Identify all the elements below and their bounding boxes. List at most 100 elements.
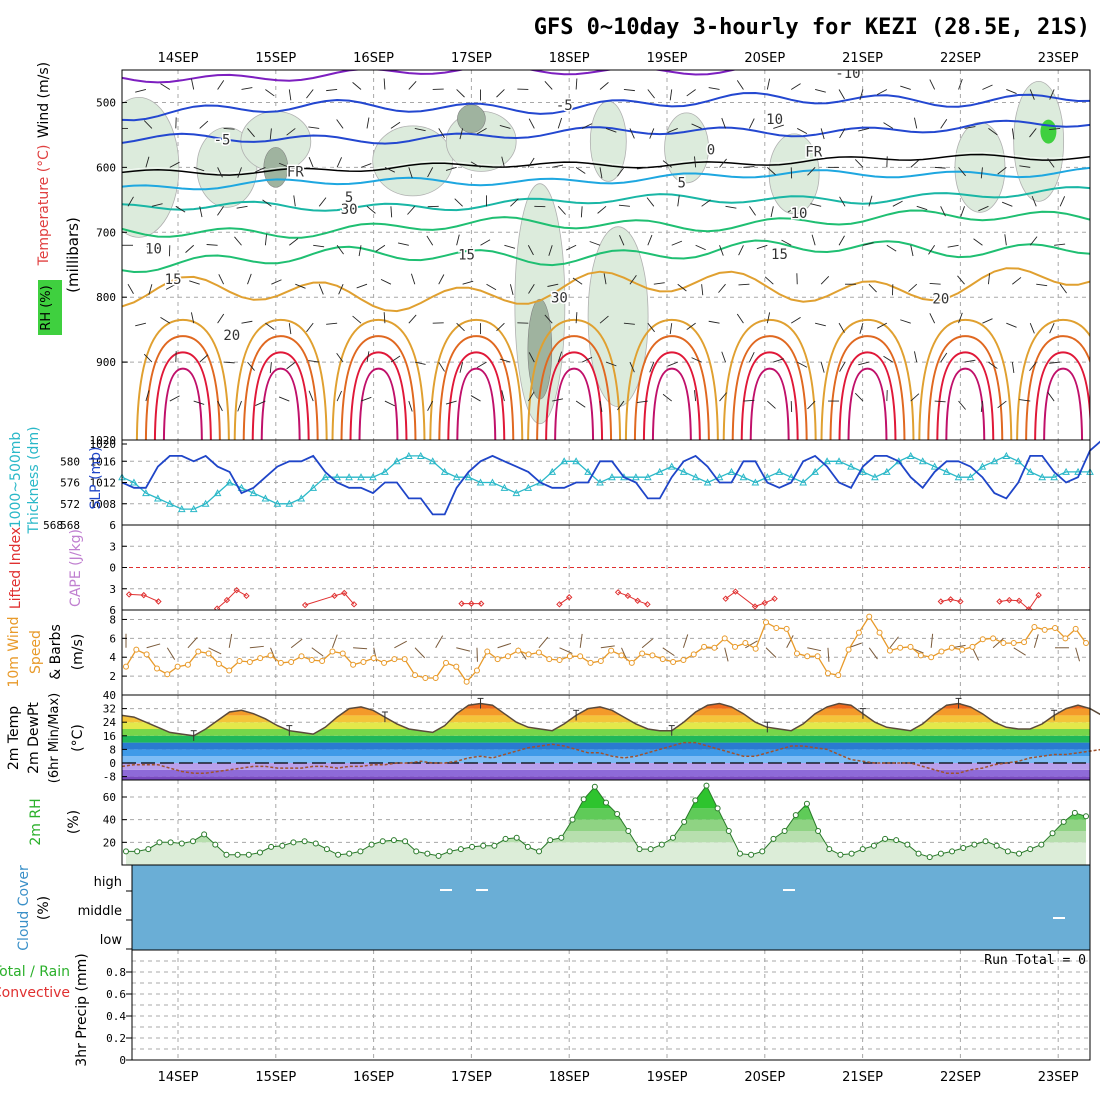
surface-wind-barb	[765, 647, 777, 658]
rh-band	[126, 831, 1086, 843]
wind-speed-marker	[897, 644, 904, 651]
li-marker	[233, 586, 240, 594]
warm-contour	[1016, 318, 1090, 440]
wind-barb	[770, 206, 774, 218]
wind-barb	[145, 156, 150, 168]
thickness-marker	[978, 462, 987, 470]
rh-legend-swatch	[38, 280, 62, 335]
thickness-marker	[954, 473, 963, 481]
thickness-marker	[261, 494, 270, 502]
wind-barb	[384, 166, 395, 173]
wind-barb	[589, 241, 601, 246]
warm-contour	[722, 318, 817, 440]
rh-marker	[513, 834, 520, 841]
rh-marker	[591, 783, 598, 790]
wind-barb	[868, 283, 877, 293]
wind-barb	[605, 127, 617, 133]
warm-contour	[260, 367, 301, 440]
wind-speed-marker	[1041, 626, 1048, 633]
wind-barb	[695, 244, 706, 251]
bottom-date-label: 20SEP	[744, 1070, 785, 1085]
wind-speed-marker	[752, 645, 759, 652]
rh-marker	[413, 848, 420, 855]
rh-marker	[145, 846, 152, 853]
wind-barb	[295, 283, 306, 289]
wind-speed-marker	[133, 646, 140, 653]
wind-barb	[1049, 89, 1055, 100]
bottom-date-label: 23SEP	[1038, 1070, 1079, 1085]
contour-label: 20	[932, 292, 949, 308]
warm-contour	[358, 367, 399, 440]
pressure-tick-label: 600	[96, 161, 116, 174]
wind-barb	[206, 244, 218, 246]
surface-wind-barb	[331, 634, 338, 648]
rh-marker	[1027, 846, 1034, 853]
wind-speed-marker	[329, 648, 336, 655]
pressure-axis-label: (millibars)	[64, 217, 82, 293]
li-marker	[1025, 606, 1033, 610]
wind-barb	[234, 236, 242, 246]
warm-contour	[429, 318, 524, 440]
wind-barb	[1029, 89, 1035, 100]
rh-marker	[134, 848, 141, 855]
thickness-marker	[811, 467, 819, 475]
wind-barb	[286, 361, 296, 370]
wind-speed-marker	[866, 613, 873, 620]
rh-shading	[122, 96, 180, 238]
li-marker	[243, 592, 250, 600]
rh-marker	[569, 816, 576, 823]
wind-barb	[958, 400, 966, 410]
wind-barb	[725, 205, 737, 209]
temp-tick-label: 40	[103, 689, 116, 702]
rh-marker	[469, 843, 476, 850]
surface-wind-barb	[146, 643, 161, 649]
wind-barb	[618, 204, 630, 207]
rh-shading-high	[1040, 119, 1057, 144]
li-line	[999, 594, 1040, 610]
thickness-marker	[560, 457, 569, 465]
rh-marker	[937, 850, 944, 857]
thickness-marker	[727, 467, 736, 475]
li-line	[725, 590, 775, 608]
wind-barb	[736, 313, 744, 324]
rh-shading	[954, 121, 1006, 213]
thickness-marker	[464, 473, 473, 481]
wind-barb	[247, 273, 252, 285]
li-marker	[751, 603, 759, 610]
thickness-marker	[667, 462, 676, 470]
precip-tick-label: 0.6	[106, 988, 126, 1001]
cloud-axis-label: Cloud Cover	[16, 865, 32, 951]
top-date-label: 16SEP	[353, 51, 394, 66]
wind-barb	[262, 199, 272, 207]
wind-speed-marker	[1021, 639, 1028, 646]
wind-barb	[934, 400, 946, 403]
contour-label: -5	[556, 98, 573, 114]
wind-barb	[169, 161, 180, 168]
bottom-date-label: 16SEP	[353, 1070, 394, 1085]
wind-barb	[838, 322, 845, 333]
li-marker	[125, 591, 133, 598]
rh-marker	[692, 797, 699, 804]
rh-marker	[201, 831, 208, 838]
rh-marker	[402, 838, 409, 845]
wind-speed-line	[125, 615, 1087, 683]
surface-wind-barb	[187, 637, 198, 649]
wind-barb	[1012, 277, 1022, 285]
li-marker	[722, 595, 729, 602]
thickness-marker	[416, 451, 425, 459]
warm-contour	[438, 335, 515, 440]
wind-barb	[669, 89, 673, 101]
wind-barb	[718, 283, 726, 293]
temp-units-label: (°C)	[70, 724, 86, 752]
wind-barb	[1047, 158, 1055, 168]
wind-barb	[790, 316, 801, 324]
rh-marker	[725, 828, 732, 834]
dewpoint-line	[121, 741, 1100, 774]
temp-band	[122, 703, 1090, 709]
rh-shading-dark	[457, 104, 486, 133]
warm-contour	[251, 351, 310, 440]
wind-barb	[719, 158, 727, 168]
wind-barb	[366, 205, 376, 214]
wind-barb	[408, 314, 417, 324]
wind-barb	[247, 361, 255, 371]
